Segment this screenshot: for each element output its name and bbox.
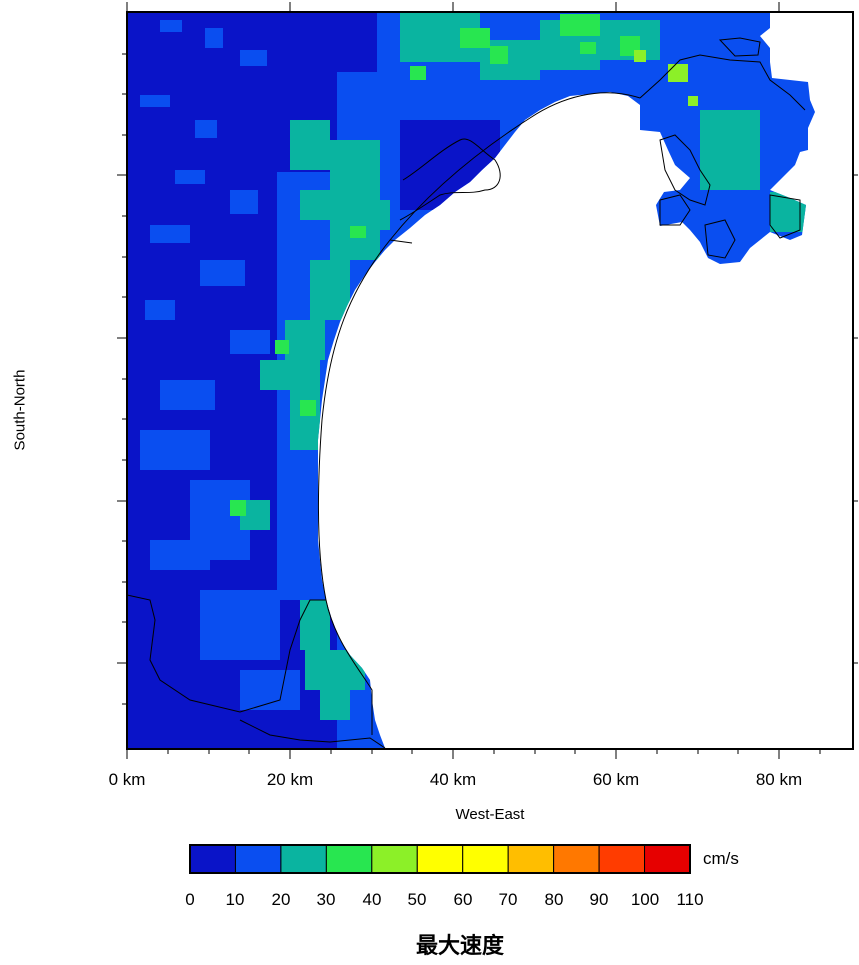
- colorbar-tick-label: 40: [362, 890, 382, 909]
- colorbar-swatch: [416, 844, 464, 874]
- y-axis-label: South-North: [11, 369, 29, 451]
- tick-marks: [117, 2, 858, 759]
- colorbar-tick-label: 10: [225, 890, 245, 909]
- colorbar-unit: cm/s: [703, 849, 739, 868]
- coastline: [127, 37, 806, 749]
- colorbar-swatch: [234, 844, 282, 874]
- colorbar-tick-label: 60: [453, 890, 473, 909]
- colorbar-tick-label: 30: [316, 890, 336, 909]
- colorbar-swatch: [553, 844, 600, 874]
- colorbar-swatch: [507, 844, 555, 874]
- colorbar-tick-label: 110: [676, 890, 704, 909]
- colorbar-swatch: [462, 844, 509, 874]
- colorbar-swatch: [644, 844, 691, 874]
- colorbar-tick-label: 80: [544, 890, 564, 909]
- colorbar-swatch: [371, 844, 418, 874]
- colorbar-frame: [189, 844, 691, 874]
- x-tick-label: 0 km: [108, 770, 146, 789]
- band-30-40: [230, 14, 640, 516]
- x-tick-label: 20 km: [266, 770, 314, 789]
- colorbar-tick-label: 100: [630, 890, 660, 909]
- colorbar: [189, 844, 691, 874]
- colorbar-tick-label: 70: [498, 890, 518, 909]
- colorbar-swatch: [325, 844, 373, 874]
- colorbar-tick-label: 20: [271, 890, 291, 909]
- x-tick-label: 80 km: [755, 770, 803, 789]
- colorbar-swatch: [189, 844, 236, 874]
- x-tick-label: 60 km: [592, 770, 640, 789]
- colorbar-tick-label: 90: [589, 890, 609, 909]
- colorbar-tick-label: 50: [407, 890, 427, 909]
- map-frame: [126, 11, 854, 750]
- colorbar-tick-label: 0: [185, 890, 195, 909]
- colorbar-swatch: [598, 844, 646, 874]
- velocity-grid: [127, 12, 815, 749]
- map-title: 最大速度: [415, 934, 505, 959]
- band-40-50: [634, 50, 698, 106]
- x-axis-label: West-East: [455, 806, 525, 823]
- colorbar-swatch: [280, 844, 327, 874]
- x-tick-label: 40 km: [429, 770, 477, 789]
